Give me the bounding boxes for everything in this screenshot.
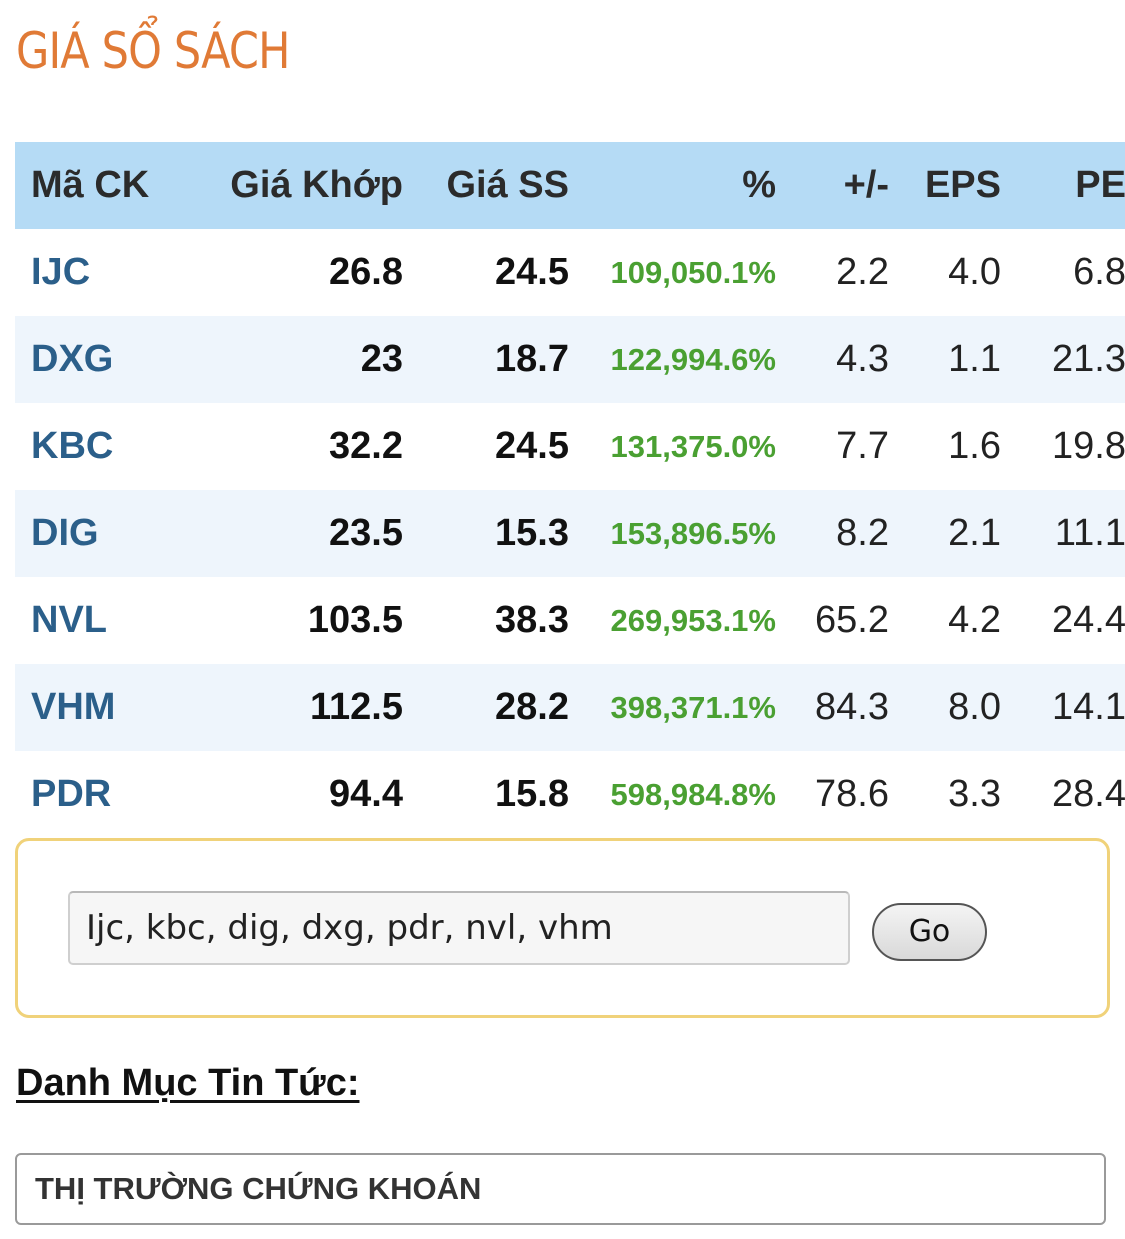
table-row: KBC 32.2 24.5 131,375.0% 7.7 1.6 19.8	[15, 403, 1125, 490]
match-price: 26.8	[191, 229, 403, 316]
stock-code-link[interactable]: IJC	[15, 229, 191, 316]
percent-value: 398,371.1%	[569, 664, 776, 751]
table-row: VHM 112.5 28.2 398,371.1% 84.3 8.0 14.1	[15, 664, 1125, 751]
table-row: DIG 23.5 15.3 153,896.5% 8.2 2.1 11.1	[15, 490, 1125, 577]
eps-value: 1.1	[889, 316, 1001, 403]
book-price: 15.3	[403, 490, 569, 577]
news-category-heading: Danh Mục Tin Tức:	[16, 1062, 360, 1104]
go-button[interactable]: Go	[872, 903, 987, 961]
table-header-row: Mã CK Giá Khớp Giá SS % +/- EPS PE	[15, 142, 1125, 229]
stock-code-link[interactable]: PDR	[15, 751, 191, 838]
match-price: 103.5	[191, 577, 403, 664]
table-row: NVL 103.5 38.3 269,953.1% 65.2 4.2 24.4	[15, 577, 1125, 664]
stock-code-link[interactable]: VHM	[15, 664, 191, 751]
pe-value: 19.8	[1001, 403, 1125, 490]
pe-value: 24.4	[1001, 577, 1125, 664]
table-row: DXG 23 18.7 122,994.6% 4.3 1.1 21.3	[15, 316, 1125, 403]
stock-codes-input[interactable]	[68, 891, 850, 965]
pe-value: 28.4	[1001, 751, 1125, 838]
header-ma-ck: Mã CK	[15, 142, 191, 229]
match-price: 23	[191, 316, 403, 403]
pe-value: 6.8	[1001, 229, 1125, 316]
stock-code-link[interactable]: KBC	[15, 403, 191, 490]
difference-value: 8.2	[776, 490, 889, 577]
eps-value: 4.0	[889, 229, 1001, 316]
difference-value: 2.2	[776, 229, 889, 316]
table-row: PDR 94.4 15.8 598,984.8% 78.6 3.3 28.4	[15, 751, 1125, 838]
header-plus-minus: +/-	[776, 142, 889, 229]
difference-value: 7.7	[776, 403, 889, 490]
difference-value: 65.2	[776, 577, 889, 664]
percent-value: 598,984.8%	[569, 751, 776, 838]
stock-code-link[interactable]: DIG	[15, 490, 191, 577]
match-price: 32.2	[191, 403, 403, 490]
match-price: 23.5	[191, 490, 403, 577]
percent-value: 122,994.6%	[569, 316, 776, 403]
eps-value: 8.0	[889, 664, 1001, 751]
match-price: 112.5	[191, 664, 403, 751]
header-pe: PE	[1001, 142, 1125, 229]
difference-value: 84.3	[776, 664, 889, 751]
percent-value: 269,953.1%	[569, 577, 776, 664]
percent-value: 131,375.0%	[569, 403, 776, 490]
book-price: 24.5	[403, 403, 569, 490]
pe-value: 21.3	[1001, 316, 1125, 403]
percent-value: 153,896.5%	[569, 490, 776, 577]
header-percent: %	[569, 142, 776, 229]
page-title: GIÁ SỔ SÁCH	[16, 22, 290, 80]
pe-value: 11.1	[1001, 490, 1125, 577]
header-gia-ss: Giá SS	[403, 142, 569, 229]
pe-value: 14.1	[1001, 664, 1125, 751]
book-price: 15.8	[403, 751, 569, 838]
book-value-table-container: Mã CK Giá Khớp Giá SS % +/- EPS PE IJC 2…	[15, 142, 1125, 838]
eps-value: 1.6	[889, 403, 1001, 490]
book-price: 28.2	[403, 664, 569, 751]
news-category-select[interactable]: THỊ TRƯỜNG CHỨNG KHOÁN	[15, 1153, 1106, 1225]
news-category-selected-value: THỊ TRƯỜNG CHỨNG KHOÁN	[35, 1171, 482, 1206]
book-price: 38.3	[403, 577, 569, 664]
eps-value: 3.3	[889, 751, 1001, 838]
book-price: 24.5	[403, 229, 569, 316]
match-price: 94.4	[191, 751, 403, 838]
stock-code-link[interactable]: NVL	[15, 577, 191, 664]
percent-value: 109,050.1%	[569, 229, 776, 316]
stock-code-link[interactable]: DXG	[15, 316, 191, 403]
difference-value: 4.3	[776, 316, 889, 403]
stock-search-panel: Go	[15, 838, 1110, 1018]
header-eps: EPS	[889, 142, 1001, 229]
book-value-table: Mã CK Giá Khớp Giá SS % +/- EPS PE IJC 2…	[15, 142, 1125, 838]
difference-value: 78.6	[776, 751, 889, 838]
eps-value: 4.2	[889, 577, 1001, 664]
eps-value: 2.1	[889, 490, 1001, 577]
book-price: 18.7	[403, 316, 569, 403]
table-row: IJC 26.8 24.5 109,050.1% 2.2 4.0 6.8	[15, 229, 1125, 316]
header-gia-khop: Giá Khớp	[191, 142, 403, 229]
